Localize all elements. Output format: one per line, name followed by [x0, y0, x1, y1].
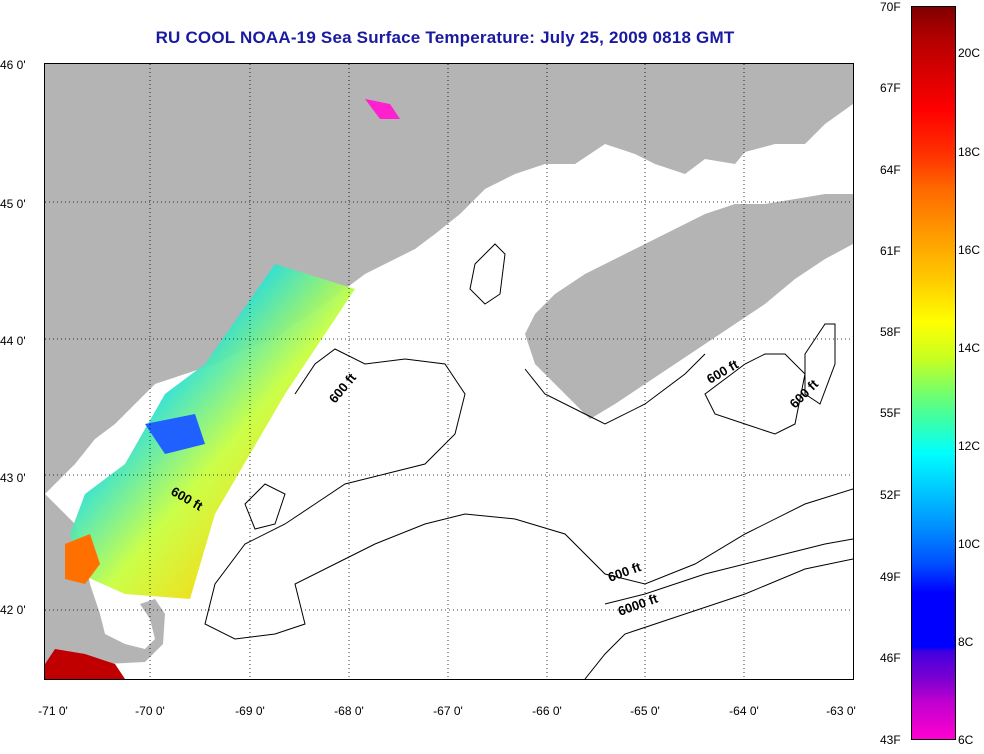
sst-blue-patch: [145, 414, 205, 454]
lon-label-67: -67 0': [433, 704, 463, 718]
sst-map[interactable]: 600 ft 600 ft 600 ft 600 ft 600 ft 6000 …: [44, 63, 854, 680]
colorbar-f-64: 64F: [880, 163, 901, 177]
lat-label-43: 43 0': [0, 471, 26, 485]
lon-label-69: -69 0': [235, 704, 265, 718]
colorbar-c-14: 14C: [958, 341, 981, 355]
colorbar-f-67: 67F: [880, 81, 901, 95]
sst-orange-patch: [65, 534, 100, 584]
colorbar-c-18: 18C: [958, 145, 981, 159]
lat-label-42: 42 0': [0, 603, 26, 617]
colorbar-f-58: 58F: [880, 325, 901, 339]
temperature-colorbar: [911, 6, 956, 740]
colorbar-f-43: 43F: [880, 733, 901, 747]
map-title: RU COOL NOAA-19 Sea Surface Temperature:…: [155, 28, 735, 47]
colorbar-f-61: 61F: [880, 244, 901, 258]
contour-label-1: 600 ft: [326, 370, 360, 406]
lon-label-66: -66 0': [532, 704, 562, 718]
sst-magenta-patch: [365, 99, 400, 119]
contour-label-3: 600 ft: [704, 356, 741, 386]
colorbar-f-70: 70F: [880, 0, 901, 14]
colorbar-c-10: 10C: [958, 537, 981, 551]
sst-red-patch: [45, 649, 125, 679]
colorbar-f-49: 49F: [880, 570, 901, 584]
grid-lines: [45, 64, 853, 679]
lon-label-70: -70 0': [135, 704, 165, 718]
map-canvas: 600 ft 600 ft 600 ft 600 ft 600 ft 6000 …: [45, 64, 853, 679]
lon-label-71: -71 0': [38, 704, 68, 718]
colorbar-c-20: 20C: [958, 46, 981, 60]
lon-label-64: -64 0': [729, 704, 759, 718]
colorbar-c-16: 16C: [958, 243, 981, 257]
land-nova-scotia: [525, 194, 853, 419]
colorbar-c-12: 12C: [958, 439, 981, 453]
colorbar-f-52: 52F: [880, 488, 901, 502]
contour-label-6: 6000 ft: [616, 590, 660, 618]
lon-label-68: -68 0': [334, 704, 364, 718]
lon-label-63: -63 0': [826, 704, 856, 718]
colorbar-f-55: 55F: [880, 406, 901, 420]
lat-label-44: 44 0': [0, 334, 26, 348]
colorbar-c-8: 8C: [958, 635, 974, 649]
colorbar-c-6: 6C: [958, 733, 974, 747]
contour-label-4: 600 ft: [787, 376, 822, 411]
land-mainland: [45, 64, 853, 494]
lat-label-45: 45 0': [0, 197, 26, 211]
lat-label-46: 46 0': [0, 58, 26, 72]
colorbar-f-46: 46F: [880, 651, 901, 665]
lon-label-65: -65 0': [630, 704, 660, 718]
contour-label-5: 600 ft: [606, 559, 644, 585]
sst-swath: [70, 264, 355, 599]
depth-contours: [204, 243, 853, 679]
